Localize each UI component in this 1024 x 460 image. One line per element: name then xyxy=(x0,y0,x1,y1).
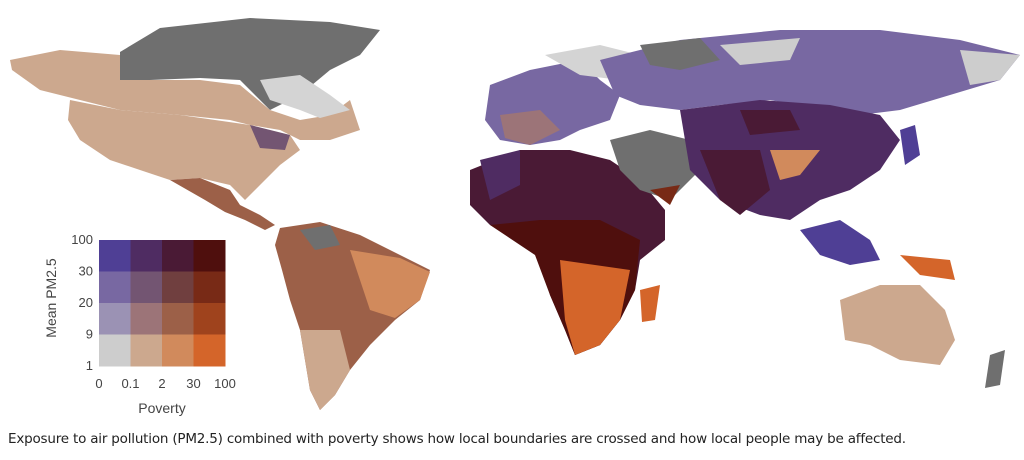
legend-cell xyxy=(130,240,163,272)
asia xyxy=(680,100,920,220)
legend-cell xyxy=(162,240,194,272)
legend-cell xyxy=(193,334,226,367)
legend-cell xyxy=(162,303,194,335)
x-tick-label: 0 xyxy=(95,376,102,391)
greenland xyxy=(120,18,380,110)
x-tick-label: 2 xyxy=(158,376,165,391)
legend-cell xyxy=(162,334,194,367)
legend-cell xyxy=(99,271,131,304)
canada xyxy=(10,50,360,140)
australia xyxy=(840,285,1005,388)
legend-cell xyxy=(193,240,226,272)
legend-cell xyxy=(99,334,131,367)
bivariate-legend: Mean PM2.5 100 30 20 9 1 0 0.1 2 30 100 Poverty xyxy=(43,232,236,416)
legend-cell xyxy=(99,240,131,272)
y-tick-label: 1 xyxy=(86,358,93,373)
x-tick-label: 0.1 xyxy=(121,376,139,391)
y-tick-label: 9 xyxy=(86,327,93,342)
x-tick-label: 100 xyxy=(214,376,236,391)
russia xyxy=(600,30,1020,115)
central-america xyxy=(170,178,275,230)
legend-cell xyxy=(162,271,194,304)
y-tick-label: 20 xyxy=(79,295,93,310)
middle-east xyxy=(610,130,700,205)
legend-cell xyxy=(193,271,226,304)
southeast-asia xyxy=(800,220,955,280)
europe xyxy=(485,45,640,145)
world-map xyxy=(10,18,1020,410)
legend-cell xyxy=(99,303,131,335)
legend-x-label: Poverty xyxy=(138,400,185,416)
legend-cell xyxy=(130,334,163,367)
legend-cell xyxy=(130,271,163,304)
south-america xyxy=(275,222,430,410)
legend-y-label: Mean PM2.5 xyxy=(43,258,59,338)
legend-cell xyxy=(130,303,163,335)
y-tick-label: 30 xyxy=(79,264,93,279)
africa xyxy=(470,150,665,355)
usa xyxy=(68,100,300,200)
map-caption: Exposure to air pollution (PM2.5) combin… xyxy=(8,431,906,447)
legend-cell xyxy=(193,303,226,335)
y-tick-label: 100 xyxy=(71,232,93,247)
x-tick-label: 30 xyxy=(186,376,200,391)
